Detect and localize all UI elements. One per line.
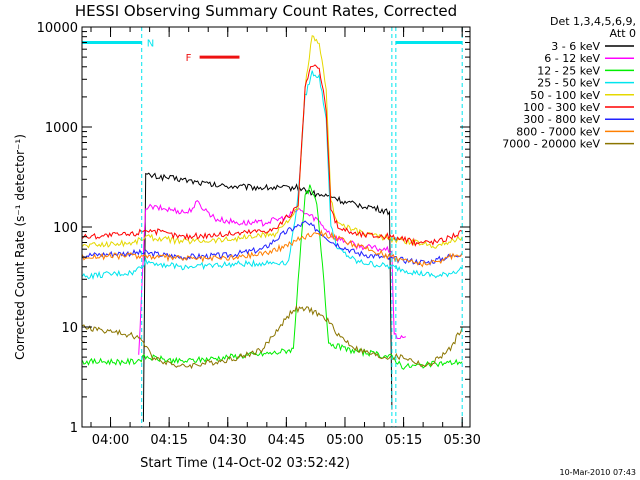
x-tick-label: 04:00 <box>92 433 129 448</box>
series-line <box>142 172 393 422</box>
series-line <box>82 64 463 247</box>
series-line <box>82 304 463 370</box>
timestamp: 10-Mar-2010 07:43 <box>560 468 637 477</box>
night-flag-label: N <box>147 38 154 49</box>
series-line <box>138 199 407 355</box>
legend-label: 6 - 12 keV <box>544 52 600 65</box>
legend-label: 100 - 300 keV <box>523 101 600 114</box>
x-tick-label: 04:15 <box>150 433 187 448</box>
x-tick-label: 05:00 <box>326 433 363 448</box>
flags-layer: NF <box>82 27 463 427</box>
legend-label: 50 - 100 keV <box>530 89 600 102</box>
flare-flag-label: F <box>186 53 192 64</box>
legend-label: 3 - 6 keV <box>551 40 600 53</box>
chart-title: HESSI Observing Summary Count Rates, Cor… <box>75 2 457 20</box>
y-tick-label: 1000 <box>45 121 78 136</box>
legend-subheader: Att 0 <box>610 27 636 40</box>
legend-label: 25 - 50 keV <box>537 77 600 90</box>
y-tick-label: 1 <box>70 421 78 436</box>
legend-label: 800 - 7000 keV <box>516 125 600 138</box>
x-tick-label: 04:30 <box>209 433 246 448</box>
series-line <box>82 184 463 370</box>
y-axis-label: Corrected Count Rate (s⁻¹ detector⁻¹) <box>13 134 27 360</box>
legend-label: 7000 - 20000 keV <box>502 138 600 151</box>
series-line <box>82 229 463 268</box>
x-axis-label: Start Time (14-Oct-02 03:52:42) <box>140 456 350 471</box>
y-tick-label: 100 <box>53 221 78 236</box>
series-line <box>82 70 463 280</box>
x-tick-label: 04:45 <box>268 433 305 448</box>
y-tick-label: 10 <box>61 321 78 336</box>
x-ticks: 04:00 04:15 04:30 04:45 05:00 05:15 05:30 <box>90 27 481 448</box>
x-tick-label: 05:15 <box>385 433 422 448</box>
series-line <box>82 35 463 249</box>
y-tick-label: 10000 <box>37 21 78 36</box>
y-ticks: 1 10 100 1000 10000 <box>37 21 470 436</box>
legend-label: 300 - 800 keV <box>523 113 600 126</box>
legend-label: 12 - 25 keV <box>537 64 600 77</box>
series-layer <box>82 35 463 422</box>
legend-header: Det 1,3,4,5,6,9, <box>550 15 636 28</box>
x-tick-label: 05:30 <box>443 433 480 448</box>
